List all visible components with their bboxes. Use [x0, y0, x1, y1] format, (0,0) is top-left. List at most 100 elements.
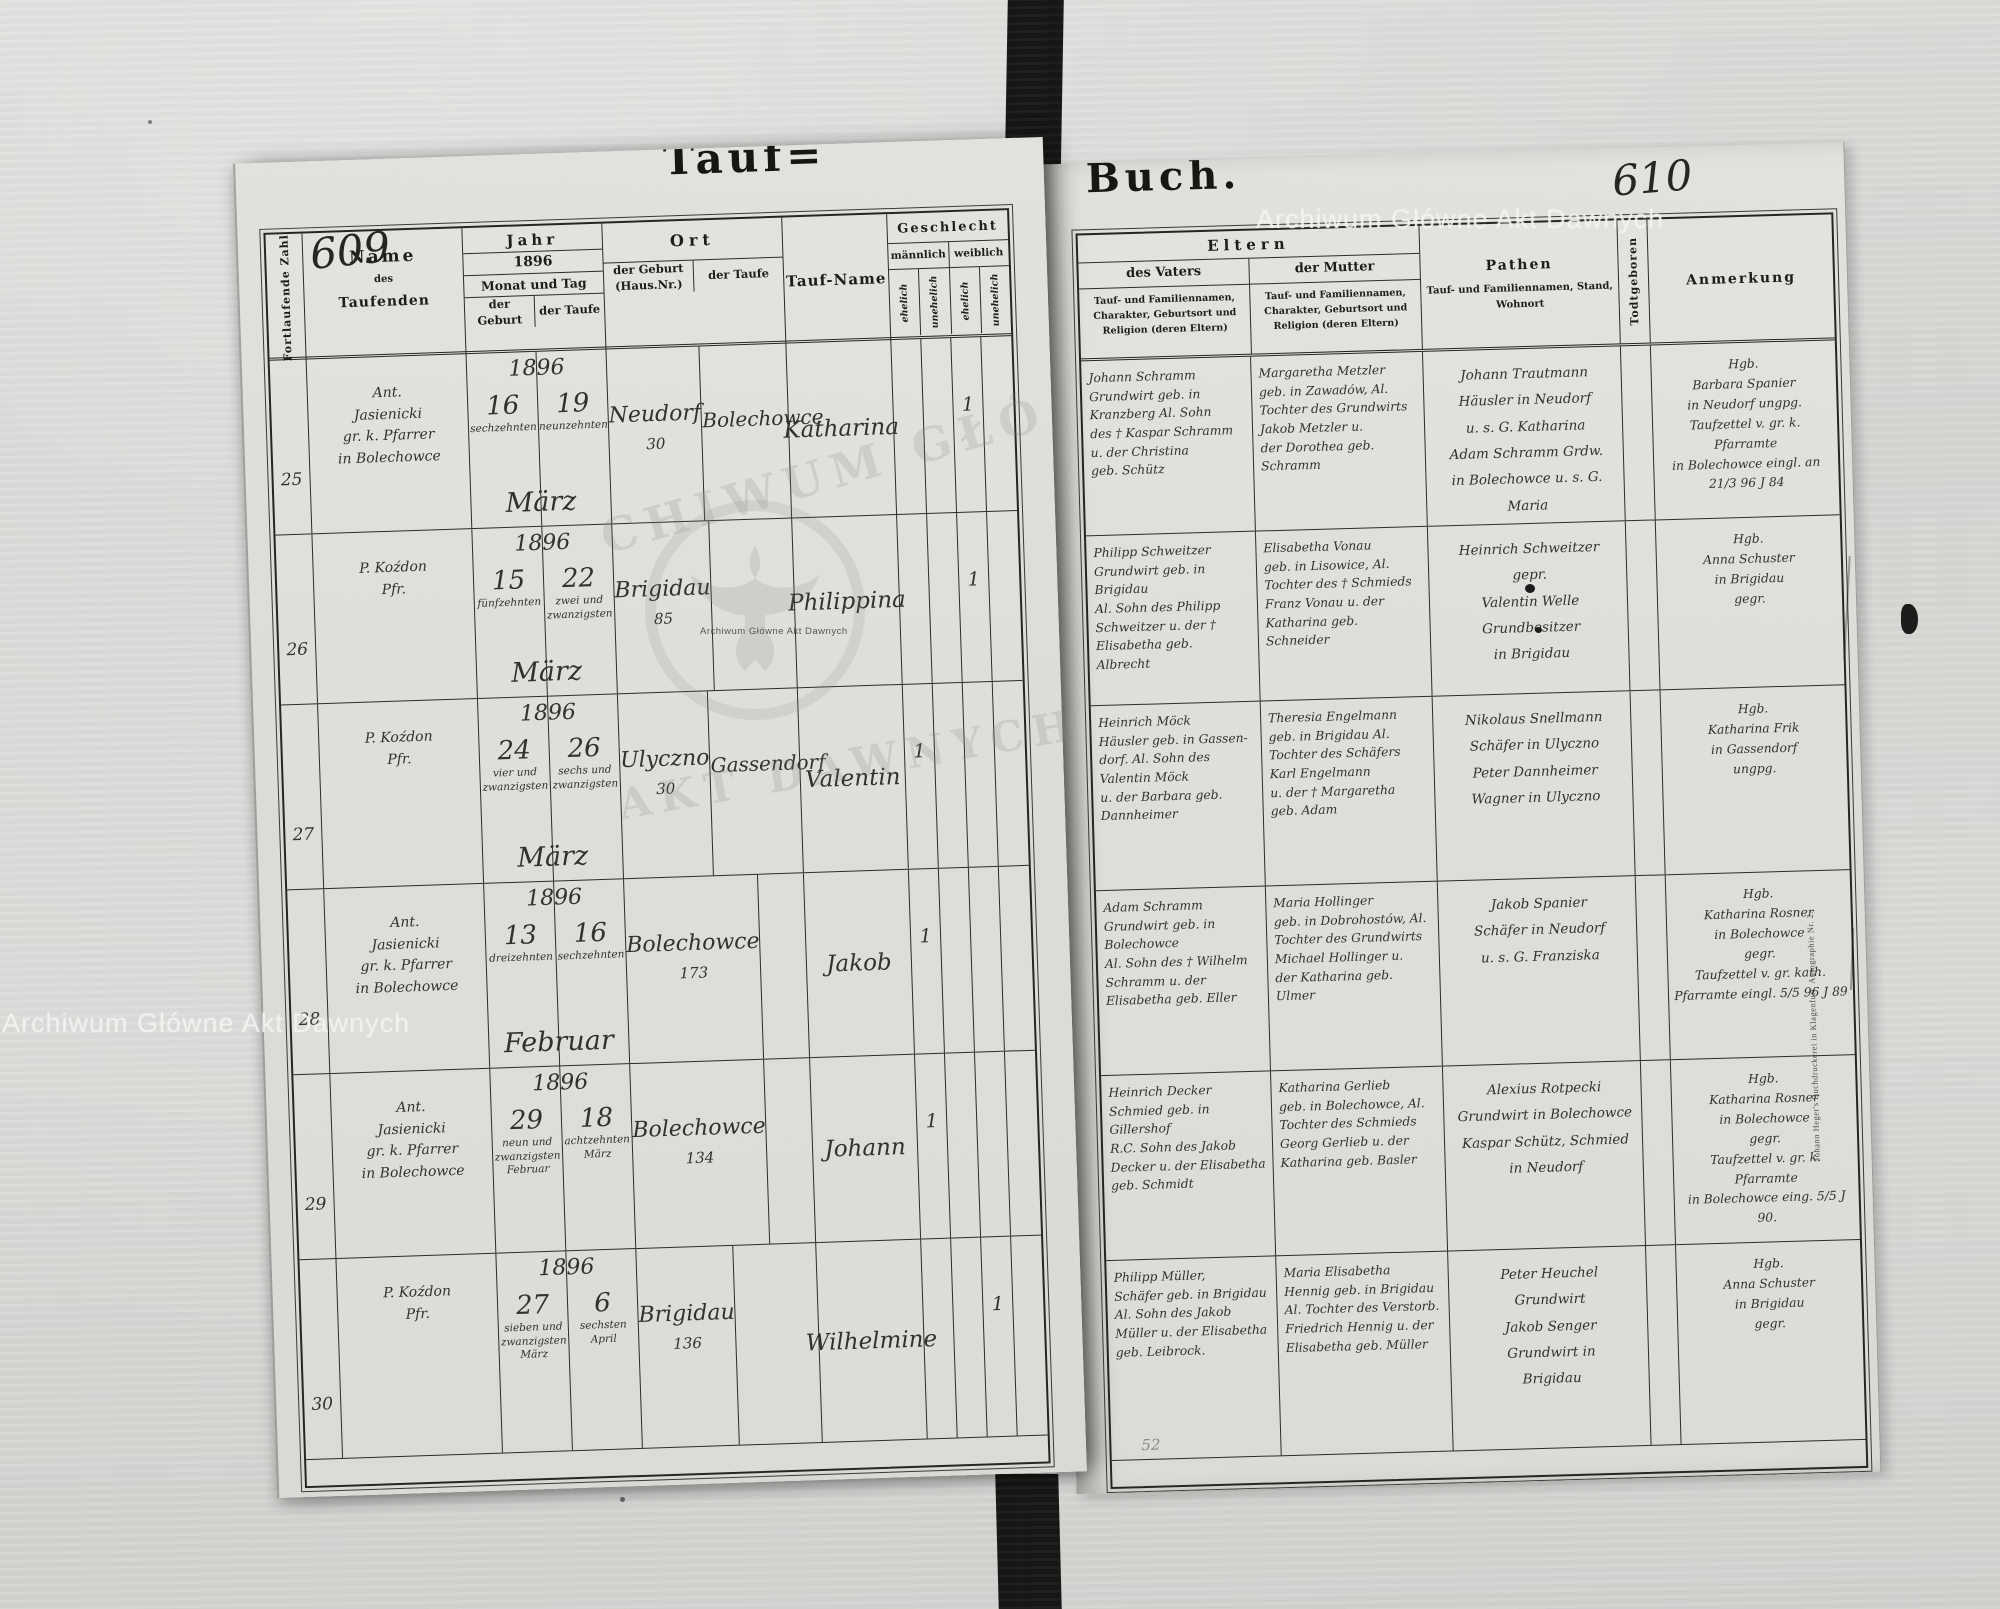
taufe-tag: 18 — [579, 1102, 614, 1134]
ort-halves: Bolechowce 134 — [630, 1058, 816, 1248]
fortlaufende-zahl-label: Fortlaufende Zahl — [276, 233, 295, 362]
header-jahr-group: Jahr 1896 Monat und Tag der Geburt der T… — [462, 223, 607, 356]
jahr-entry: 1896 — [508, 354, 565, 382]
register-row-29-right: Heinrich Decker Schmied geb. in Gillersh… — [1101, 1055, 1860, 1262]
left-page: Tauf= 609 Fortlaufende Zahl Name des Tau… — [233, 136, 1087, 1499]
geburt-tag: 27 — [515, 1289, 550, 1322]
geburt-tag-wort: sechzehnten — [469, 420, 538, 436]
page-number-610: 610 — [1610, 150, 1695, 206]
right-table-header: Eltern des Vaters Tauf- und Familienname… — [1077, 214, 1835, 362]
mutter-entry: Elisabetha Vonau geb. in Lisowice, Al. T… — [1255, 526, 1433, 701]
row-number-cell: 26 — [275, 534, 319, 705]
monat-entry: Februar — [503, 1024, 615, 1060]
weiblich-unehelich-cell — [993, 681, 1029, 866]
anmerkung-entry: Hgb. Katharina Rosner in Bolechowce gegr… — [1687, 1071, 1846, 1226]
taufe-tag: 26 — [567, 732, 602, 765]
jahr-entry: 1896 — [531, 1069, 589, 1097]
taufname: Valentin — [804, 764, 901, 794]
header-pathen: Pathen Tauf- und Familiennamen, Stand, W… — [1419, 220, 1621, 349]
taufe-tag: 19 — [555, 388, 590, 420]
ehelich-label: ehelich — [898, 282, 911, 323]
pathen-label: Pathen — [1485, 255, 1553, 274]
page-number-609: 609 — [307, 221, 393, 279]
anmerkung-entry: Hgb. Barbara Spanier in Neudorf ungpg. T… — [1671, 356, 1821, 492]
datum-cell: 1896 15 fünfzehnten 22 zwei und zwanzigste… — [472, 524, 618, 698]
right-page: Buch. 610 Eltern des Vaters Tauf- und Fa… — [1039, 142, 1882, 1494]
ort-der-geburt-label: der Geburt (Haus.Nr.) — [612, 260, 684, 293]
archive-watermark-top-right: Archiwum Główne Akt Dawnych — [1256, 204, 1665, 234]
ort-cell: Brigidau 85 — [612, 518, 798, 694]
taufname-cell: Philippina — [788, 514, 906, 688]
weiblich-unehelich-cell — [999, 866, 1035, 1051]
register-row-30-left: 30 P. Koźdon Pfr. 1896 27 sieben und zwan… — [299, 1235, 1048, 1461]
ort-cell: Neudorf 30 Bolechowce — [606, 342, 827, 524]
jahr-entry: 1896 — [519, 699, 577, 727]
taufname-cell: Wilhelmine — [805, 1239, 938, 1442]
mutter-entry: Theresia Engelmann geb. in Brigidau Al. … — [1260, 696, 1438, 886]
ort-geburt-entry: Bolechowce 173 — [624, 875, 763, 1063]
geburtsort: Ulyczno — [619, 745, 710, 774]
ort-cell: Brigidau 136 — [636, 1243, 823, 1448]
geburt-tag-wort: fünfzehnten — [477, 595, 542, 610]
ort-geburt-entry: Neudorf 30 — [606, 346, 704, 523]
book-title-left: Tauf= — [662, 136, 828, 185]
book-spine-bottom — [995, 1474, 1062, 1609]
weiblich-label: weiblich — [947, 240, 1009, 268]
anmerkung-entry: Hgb. Katharina Frik in Gassendorf ungpg. — [1707, 701, 1800, 777]
geschlecht-mark: 1 — [913, 740, 926, 763]
taufe-tag-wort: sechzehnten — [557, 948, 625, 963]
geschlecht-subcolumns: männlich weiblich — [888, 240, 1009, 271]
haus-nr: 30 — [645, 434, 666, 454]
ort-taufe-entry — [763, 1058, 816, 1244]
ink-speck — [148, 120, 152, 124]
archive-watermark-bottom-left: Archiwum Główne Akt Dawnych — [2, 1008, 411, 1038]
geburt-tag-wort: dreizehnten — [488, 950, 554, 965]
taufender-name: P. Koźdon Pfr. — [382, 1283, 452, 1323]
mutter-entry: Maria Elisabetha Hennig geb. in Brigidau… — [1276, 1251, 1454, 1456]
mutter-subtext: Tauf- und Familiennamen, Charakter, Gebu… — [1264, 287, 1408, 332]
row-number-cell: 28 — [287, 889, 331, 1075]
header-tauf-name: Tauf-Name — [782, 214, 892, 345]
vater-entry: Philipp Schweitzer Grundwirt geb. in Bri… — [1085, 531, 1261, 706]
geburtsort: Brigidau — [638, 1299, 736, 1328]
pathen-entry: Alexius Rotpecki Grundwirt in Bolechowce… — [1442, 1061, 1646, 1251]
register-row-28-right: Adam Schramm Grundwirt geb. in Bolechowc… — [1095, 870, 1855, 1077]
taufender-name: Ant. Jasienicki gr. k. Pfarrer in Bolech… — [361, 1098, 465, 1183]
register-row-29-left: 29 Ant. Jasienicki gr. k. Pfarrer in Bol… — [293, 1050, 1042, 1261]
ort-cell: Bolechowce 173 — [624, 873, 811, 1064]
vater-entry: Heinrich Decker Schmied geb. in Gillersh… — [1101, 1071, 1277, 1261]
geburt-tag: 29 — [509, 1105, 544, 1137]
ort-geburt-entry: Brigidau 136 — [636, 1246, 739, 1448]
ort-halves: Brigidau 136 — [636, 1243, 822, 1448]
geschlecht-mark: 1 — [991, 1292, 1005, 1316]
eltern-subcolumns: des Vaters Tauf- und Familiennamen, Char… — [1078, 253, 1422, 358]
geburt-tag-wort: neun und zwanzigsten Februar — [494, 1135, 561, 1177]
ort-halves: Bolechowce 173 — [624, 873, 810, 1063]
pathen-entry: Jakob Spanier Schäfer in Neudorf u. s. G… — [1437, 876, 1641, 1066]
ink-speck — [1901, 604, 1918, 634]
taufender-name: Ant. Jasienicki gr. k. Pfarrer in Bolech… — [337, 384, 442, 468]
taufender-cell: P. Koźdon Pfr. — [318, 698, 485, 889]
ort-taufe-entry — [708, 518, 797, 691]
ort-halves: Neudorf 30 Bolechowce — [606, 342, 827, 524]
geburt-tag: 24 — [497, 735, 532, 767]
jahr-entry: 1896 — [513, 529, 571, 557]
geburt-tag-wort: sieben und zwanzigsten März — [500, 1320, 567, 1362]
taufe-tag-wort: neunzehnten — [538, 418, 609, 433]
taufender-cell: Ant. Jasienicki gr. k. Pfarrer in Bolech… — [306, 354, 473, 534]
datum-cell: 1896 29 neun und zwanzigsten Februar 18 ac… — [490, 1064, 637, 1253]
ehelich-w-cell: ehelich — [948, 267, 981, 335]
vater-subtext: Tauf- und Familiennamen, Charakter, Gebu… — [1093, 292, 1237, 337]
taufname-cell: Johann — [810, 1054, 922, 1243]
taufe-tag-wort: achtzehnten März — [564, 1133, 631, 1161]
header-todtgeboren: Todtgeboren — [1617, 219, 1651, 344]
haus-nr: 30 — [655, 779, 676, 799]
jahr-subcolumns: der Geburt der Taufe — [465, 293, 605, 330]
row-number: 27 — [292, 824, 315, 846]
ort-taufe-entry — [757, 873, 810, 1059]
taufender-cell: Ant. Jasienicki gr. k. Pfarrer in Bolech… — [330, 1068, 497, 1258]
ort-geburt-entry: Bolechowce 134 — [630, 1060, 769, 1248]
taufname-cell: Valentin — [797, 684, 909, 873]
ink-speck — [1525, 584, 1535, 593]
